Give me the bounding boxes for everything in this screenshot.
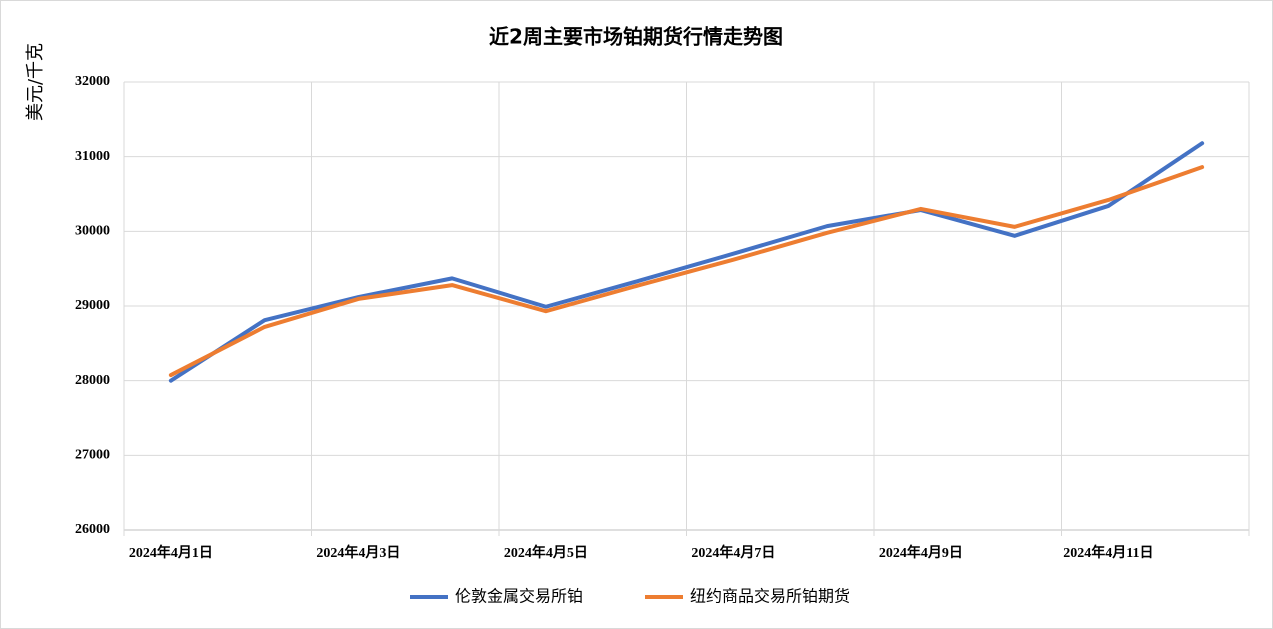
series-line (168, 141, 1205, 383)
y-tick-label: 31000 (75, 149, 110, 164)
y-tick-label: 28000 (75, 373, 110, 388)
x-tick-label: 2024年4月5日 (504, 544, 588, 561)
legend-label: 伦敦金属交易所铂 (455, 587, 583, 606)
chart-title: 近2周主要市场铂期货行情走势图 (489, 25, 783, 49)
x-tick-label: 2024年4月9日 (879, 544, 963, 561)
y-axis-label: 美元/千克 (25, 43, 46, 121)
series-line (168, 165, 1205, 378)
x-tick-label: 2024年4月3日 (316, 544, 400, 561)
y-tick-label: 29000 (75, 298, 110, 313)
y-tick-label: 26000 (75, 522, 110, 537)
y-tick-label: 27000 (75, 448, 110, 463)
y-tick-label: 30000 (75, 224, 110, 239)
y-tick-label: 32000 (75, 74, 110, 89)
x-tick-label: 2024年4月11日 (1063, 544, 1153, 561)
legend-label: 纽约商品交易所铂期货 (690, 587, 850, 606)
x-tick-label: 2024年4月1日 (129, 544, 213, 561)
x-tick-label: 2024年4月7日 (691, 544, 775, 561)
